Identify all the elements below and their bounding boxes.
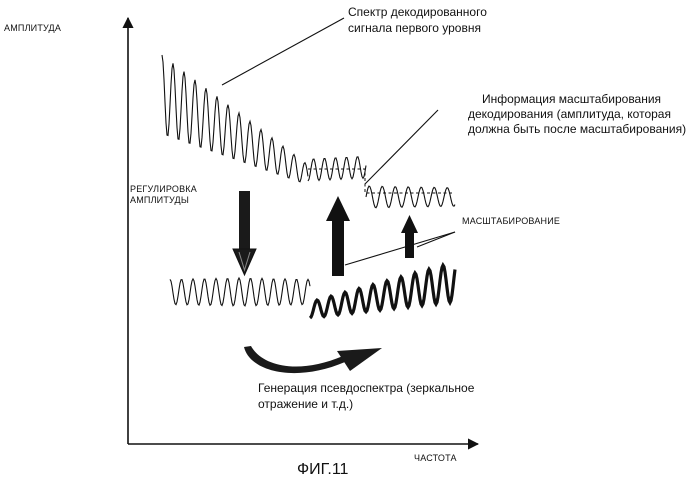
scaling-leader-line-2 — [417, 232, 455, 247]
scaling-up-arrow-small — [401, 215, 418, 258]
scaling-info-label-line1: Информация масштабирования — [482, 92, 661, 107]
amplitude-adjust-label-line1: РЕГУЛИРОВКА — [130, 184, 197, 195]
figure-caption: ФИГ.11 — [297, 461, 348, 479]
spectrum-label-line2: сигнала первого уровня — [348, 21, 481, 36]
scaling-info-label-line2: декодирования (амплитуда, которая — [468, 107, 671, 122]
spectrum-leader-line — [222, 18, 344, 85]
pseudo-spectrum-bold-wave — [310, 265, 455, 318]
high-band-upper-wave — [366, 186, 455, 208]
scaling-label: МАСШТАБИРОВАНИЕ — [462, 216, 560, 227]
x-axis-label: ЧАСТОТА — [414, 453, 457, 464]
scaling-info-label-line3: должна быть после масштабирования) — [468, 122, 686, 137]
decoded-spectrum-wave — [162, 55, 308, 182]
pseudo-spectrum-label-line1: Генерация псевдоспектра (зеркальное — [258, 381, 474, 396]
amplitude-adjust-down-arrow — [233, 191, 256, 275]
scaling-up-arrow-large — [326, 196, 350, 276]
scaling-level-dashed-line — [308, 169, 452, 193]
pseudo-spectrum-label-line2: отражение и т.д.) — [258, 397, 353, 412]
scaling-leader-line-1 — [345, 232, 455, 265]
pseudo-spectrum-curved-arrow — [244, 346, 382, 373]
amplitude-adjust-label-line2: АМПЛИТУДЫ — [130, 195, 189, 206]
spectrum-label-line1: Спектр декодированного — [348, 5, 487, 20]
y-axis-label: АМПЛИТУДА — [4, 23, 61, 34]
pseudo-spectrum-source-wave — [170, 278, 310, 306]
scaling-info-leader-line — [365, 110, 438, 184]
